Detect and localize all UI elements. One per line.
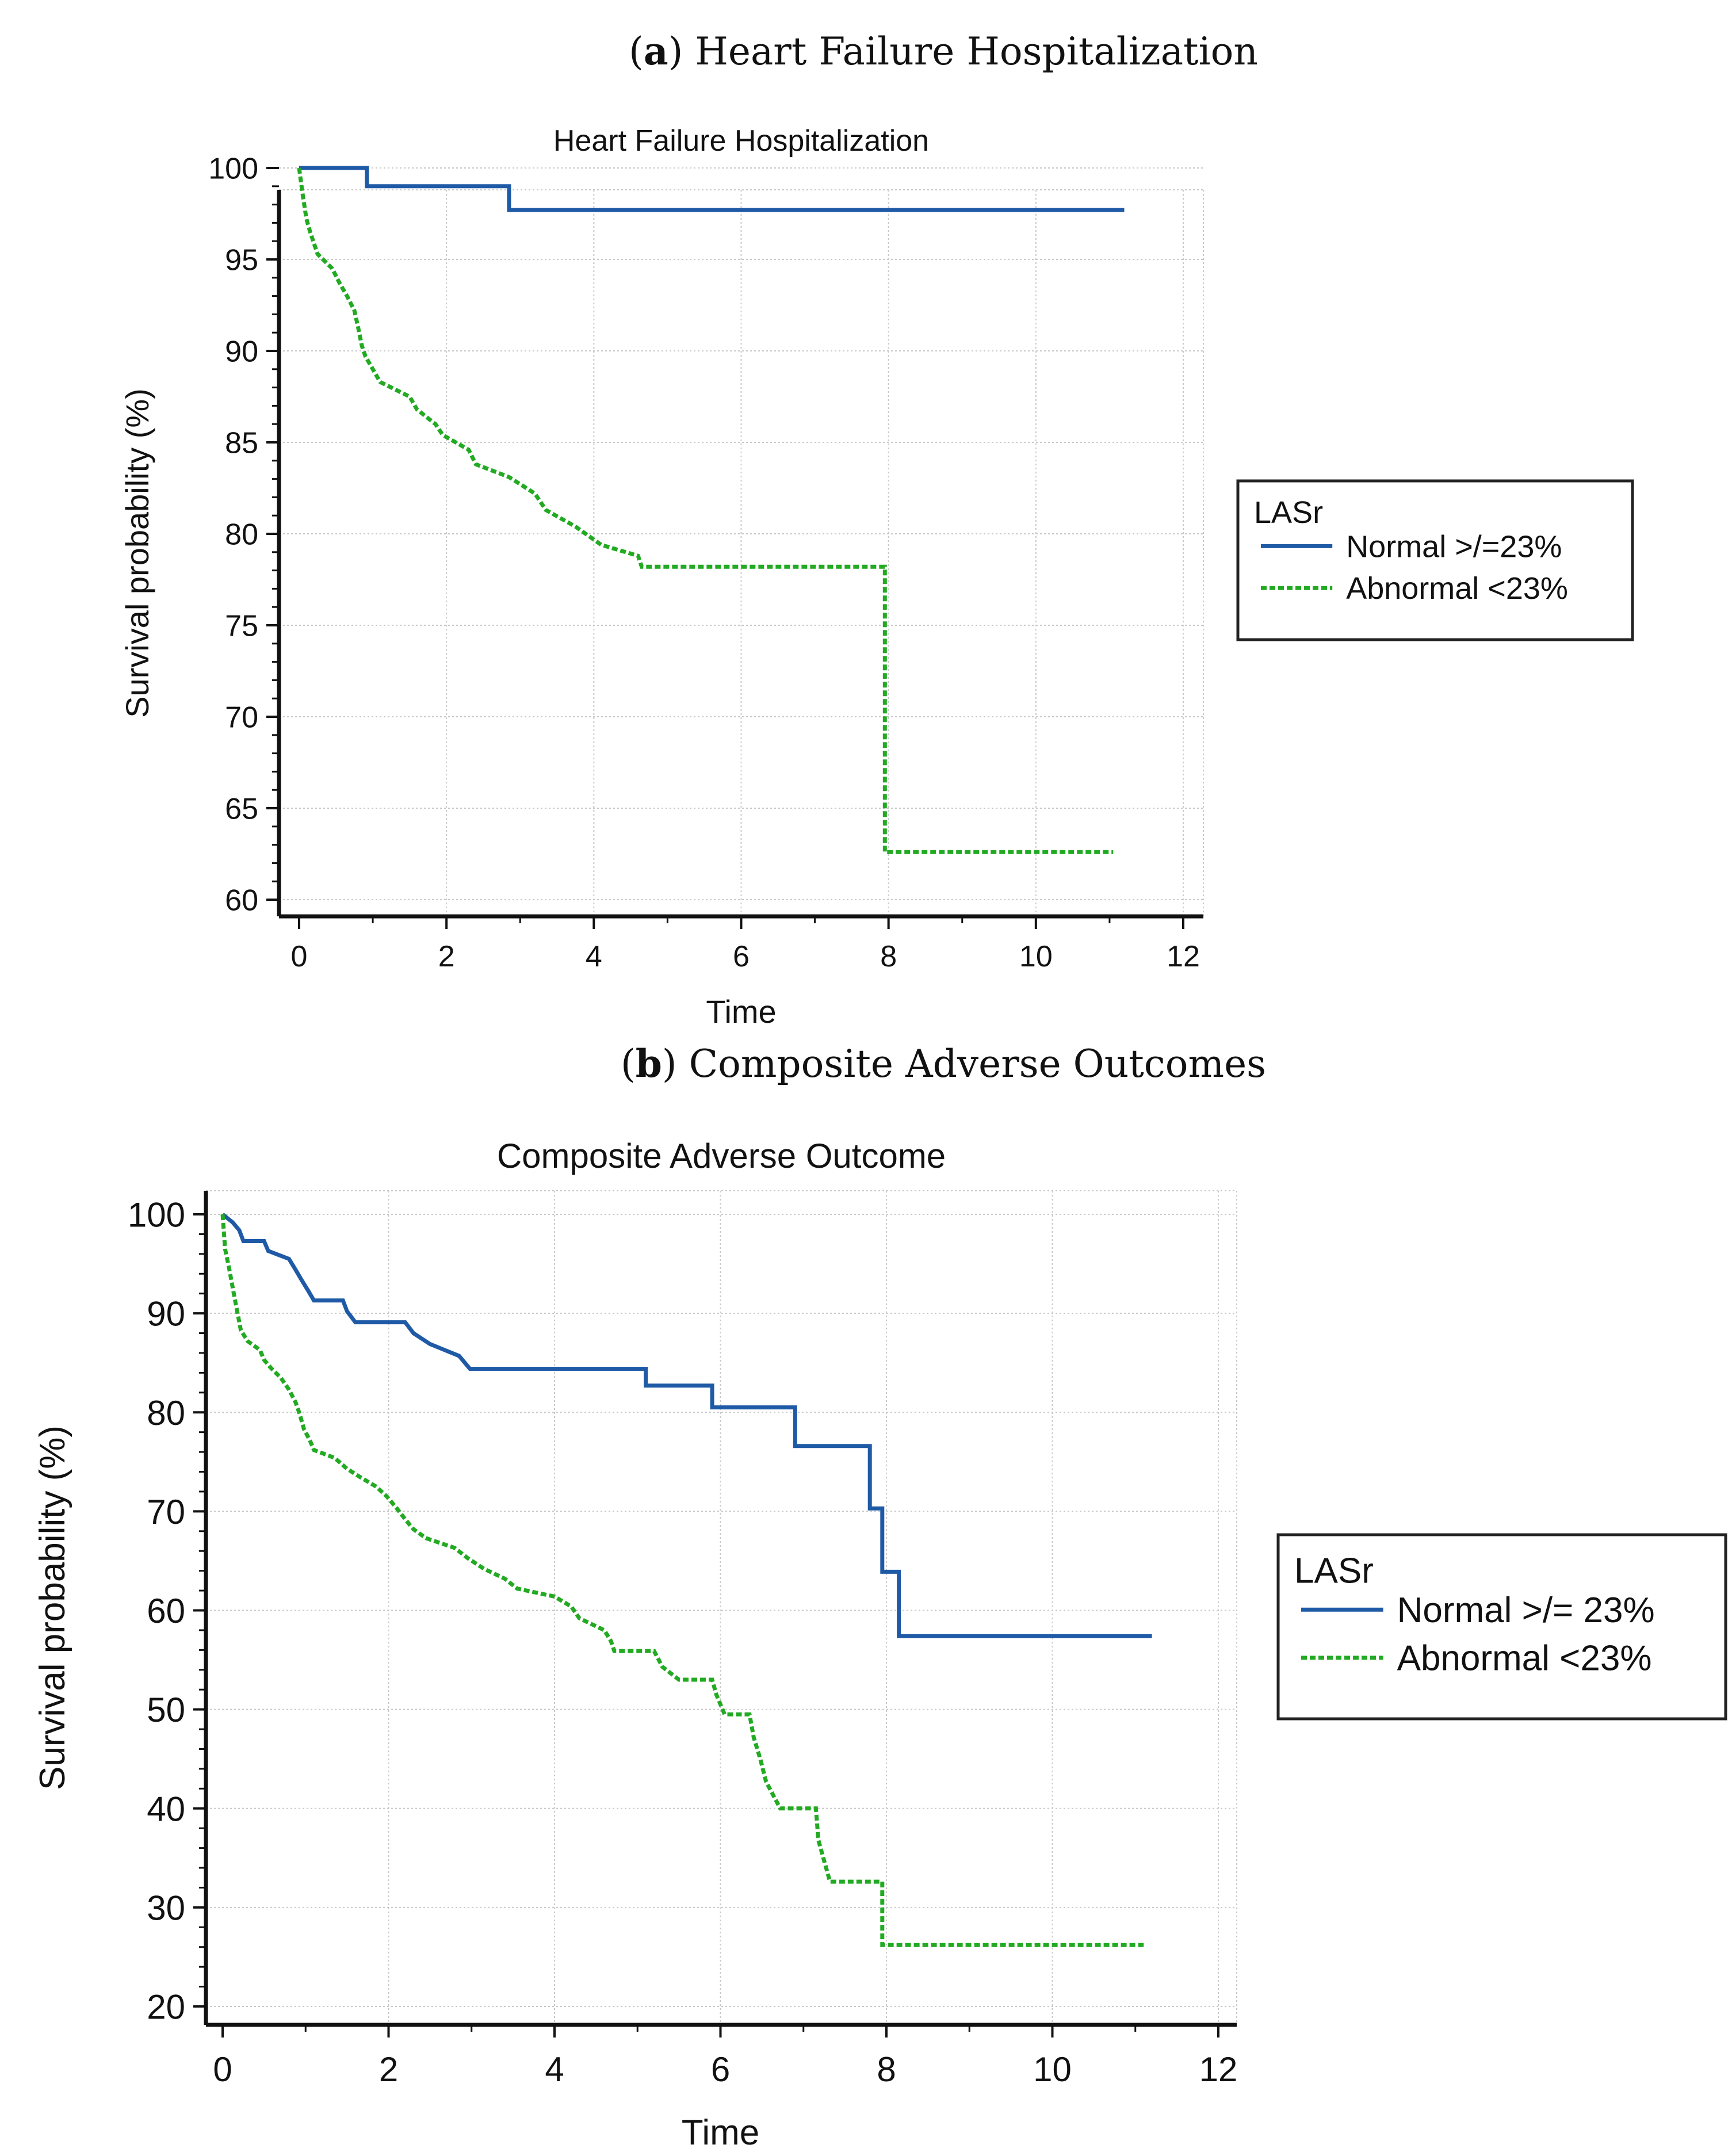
- legend-label-abnormal: Abnormal <23%: [1397, 1639, 1652, 1679]
- legend: LASr Normal >/=23% Abnormal <23%: [1236, 479, 1634, 641]
- y-tick-label: 65: [225, 793, 258, 826]
- y-tick-label: 75: [225, 610, 258, 643]
- series-normal-line: [299, 166, 1125, 212]
- y-tick-label: 60: [225, 884, 258, 918]
- x-tick-label: 8: [877, 2050, 896, 2089]
- x-axis-label: Time: [682, 2113, 759, 2153]
- x-tick-label: 12: [1167, 940, 1200, 973]
- y-tick-label: 80: [147, 1394, 185, 1432]
- x-tick-label: 0: [213, 2050, 232, 2089]
- panel-b-caption-text: Composite Adverse Outcomes: [676, 1042, 1267, 1086]
- y-tick-label: 20: [147, 1988, 185, 2027]
- panel-b-caption-letter: b: [635, 1041, 662, 1086]
- legend-label-normal: Normal >/=23%: [1346, 529, 1562, 564]
- legend-box: [1276, 1533, 1727, 1721]
- chart-panel-a: 0 2 4 6 8 10 12 60 65 70 75 80 85 90 95 100 Heart Failur…: [119, 124, 1634, 1030]
- y-tick-label: 70: [147, 1493, 185, 1531]
- x-tick-label: 2: [379, 2050, 398, 2089]
- y-axis-label: Survival probability (%): [119, 388, 155, 718]
- y-tick-label: 95: [225, 244, 258, 277]
- x-tick-label: 6: [733, 940, 750, 973]
- x-tick-label: 10: [1019, 940, 1053, 973]
- legend: LASr Normal >/= 23% Abnormal <23%: [1276, 1533, 1727, 1721]
- x-tick-label: 10: [1033, 2050, 1072, 2089]
- chart-panel-b: 0 2 4 6 8 10 12 20 30 40 50 60 70 80 90 100 Composite Ad…: [33, 1137, 1727, 2153]
- y-tick-label: 70: [225, 701, 258, 735]
- y-tick-label: 90: [147, 1295, 185, 1333]
- panel-a-caption: (a) Heart Failure Hospitalization: [629, 29, 1258, 74]
- legend-title: LASr: [1294, 1551, 1374, 1591]
- x-axis-label: Time: [706, 993, 776, 1030]
- panel-a-caption-text: Heart Failure Hospitalization: [683, 29, 1258, 74]
- x-tick-label: 0: [291, 940, 308, 973]
- y-tick-label: 80: [225, 518, 258, 552]
- chart-title: Heart Failure Hospitalization: [553, 124, 929, 158]
- y-tick-label: 100: [128, 1196, 185, 1234]
- panel-a-caption-letter: a: [643, 29, 668, 74]
- series-abnormal-line: [297, 167, 1114, 854]
- y-tick-label: 60: [147, 1592, 185, 1630]
- y-axis-label: Survival probability (%): [33, 1425, 72, 1790]
- x-tick-label: 8: [880, 940, 897, 973]
- x-tick-label: 4: [586, 940, 602, 973]
- series-normal-line: [221, 1213, 1152, 1638]
- y-tick-label: 85: [225, 427, 258, 460]
- gridlines: [279, 167, 1204, 916]
- y-tick-label: 90: [225, 335, 258, 369]
- x-tick-label: 12: [1199, 2050, 1238, 2089]
- y-tick-label: 30: [147, 1889, 185, 1927]
- series-abnormal-line: [220, 1214, 1144, 1947]
- legend-label-abnormal: Abnormal <23%: [1346, 571, 1568, 606]
- y-tick-label: 50: [147, 1691, 185, 1729]
- legend-label-normal: Normal >/= 23%: [1397, 1591, 1655, 1630]
- chart-title: Composite Adverse Outcome: [497, 1137, 946, 1175]
- legend-title: LASr: [1254, 495, 1323, 530]
- panel-b-caption: (b) Composite Adverse Outcomes: [620, 1041, 1267, 1086]
- x-tick-label: 4: [545, 2050, 564, 2089]
- legend-box: [1236, 479, 1634, 641]
- x-tick-label: 6: [711, 2050, 730, 2089]
- y-tick-label: 100: [208, 152, 258, 186]
- x-tick-label: 2: [438, 940, 455, 973]
- gridlines: [206, 1190, 1237, 2025]
- y-tick-label: 40: [147, 1790, 185, 1828]
